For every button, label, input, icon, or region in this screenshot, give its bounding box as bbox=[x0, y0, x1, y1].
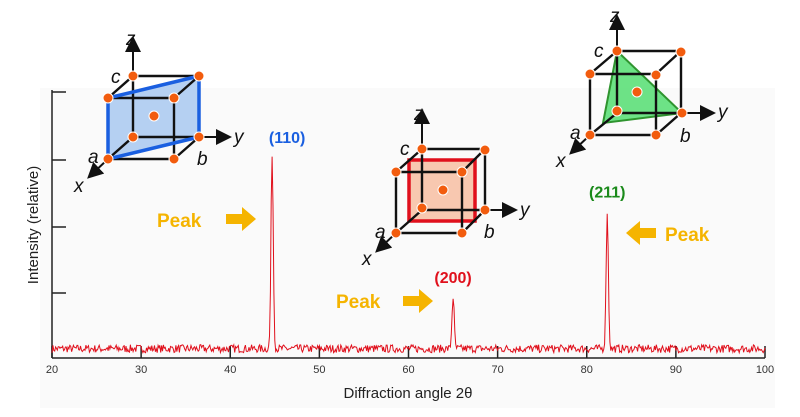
y-axis-label: y bbox=[518, 200, 531, 221]
unit-cell-211: z c y a b x bbox=[555, 6, 729, 172]
peak-annotation: Peak bbox=[336, 292, 381, 313]
peak-label-211: (211) bbox=[589, 185, 625, 202]
peak-annotation: Peak bbox=[665, 225, 710, 246]
x-tick-label: 80 bbox=[581, 364, 593, 376]
b-label: b bbox=[197, 149, 208, 170]
z-axis-label: z bbox=[413, 104, 424, 125]
unit-cell-200: z c y a b x bbox=[361, 104, 531, 270]
y-axis-label: y bbox=[232, 127, 245, 148]
x-axis-label: x bbox=[361, 249, 373, 270]
a-label: a bbox=[570, 123, 581, 144]
a-label: a bbox=[375, 222, 386, 243]
x-tick-label: 90 bbox=[670, 364, 682, 376]
arrow-right-icon bbox=[403, 289, 433, 313]
b-label: b bbox=[484, 222, 495, 243]
peak-annotation: Peak bbox=[157, 211, 202, 232]
c-label: c bbox=[594, 41, 604, 62]
y-axis-label: Intensity (relative) bbox=[25, 166, 42, 284]
x-tick-label: 30 bbox=[135, 364, 147, 376]
peak-label-200: (200) bbox=[434, 270, 471, 287]
x-tick-label: 20 bbox=[46, 364, 58, 376]
arrow-right-icon bbox=[226, 207, 256, 231]
x-axis-label: Diffraction angle 2θ bbox=[344, 385, 473, 402]
x-axis-label: x bbox=[555, 151, 567, 172]
a-label: a bbox=[88, 147, 99, 168]
plane-211 bbox=[601, 49, 685, 125]
y-axis-label: y bbox=[716, 102, 729, 123]
x-tick-label: 70 bbox=[492, 364, 504, 376]
c-label: c bbox=[111, 67, 121, 88]
z-axis-label: z bbox=[609, 6, 620, 27]
diffraction-trace bbox=[51, 156, 766, 355]
arrow-left-icon bbox=[626, 221, 656, 245]
x-axis-label: x bbox=[73, 176, 85, 197]
peak-label-110: (110) bbox=[269, 130, 305, 147]
x-tick-label: 50 bbox=[313, 364, 325, 376]
x-tick-label: 60 bbox=[402, 364, 414, 376]
unit-cell-110: z c y a b x bbox=[73, 29, 245, 197]
b-label: b bbox=[680, 126, 691, 147]
c-label: c bbox=[400, 139, 410, 160]
z-axis-label: z bbox=[125, 29, 136, 50]
x-tick-label: 100 bbox=[756, 364, 774, 376]
x-tick-label: 40 bbox=[224, 364, 236, 376]
